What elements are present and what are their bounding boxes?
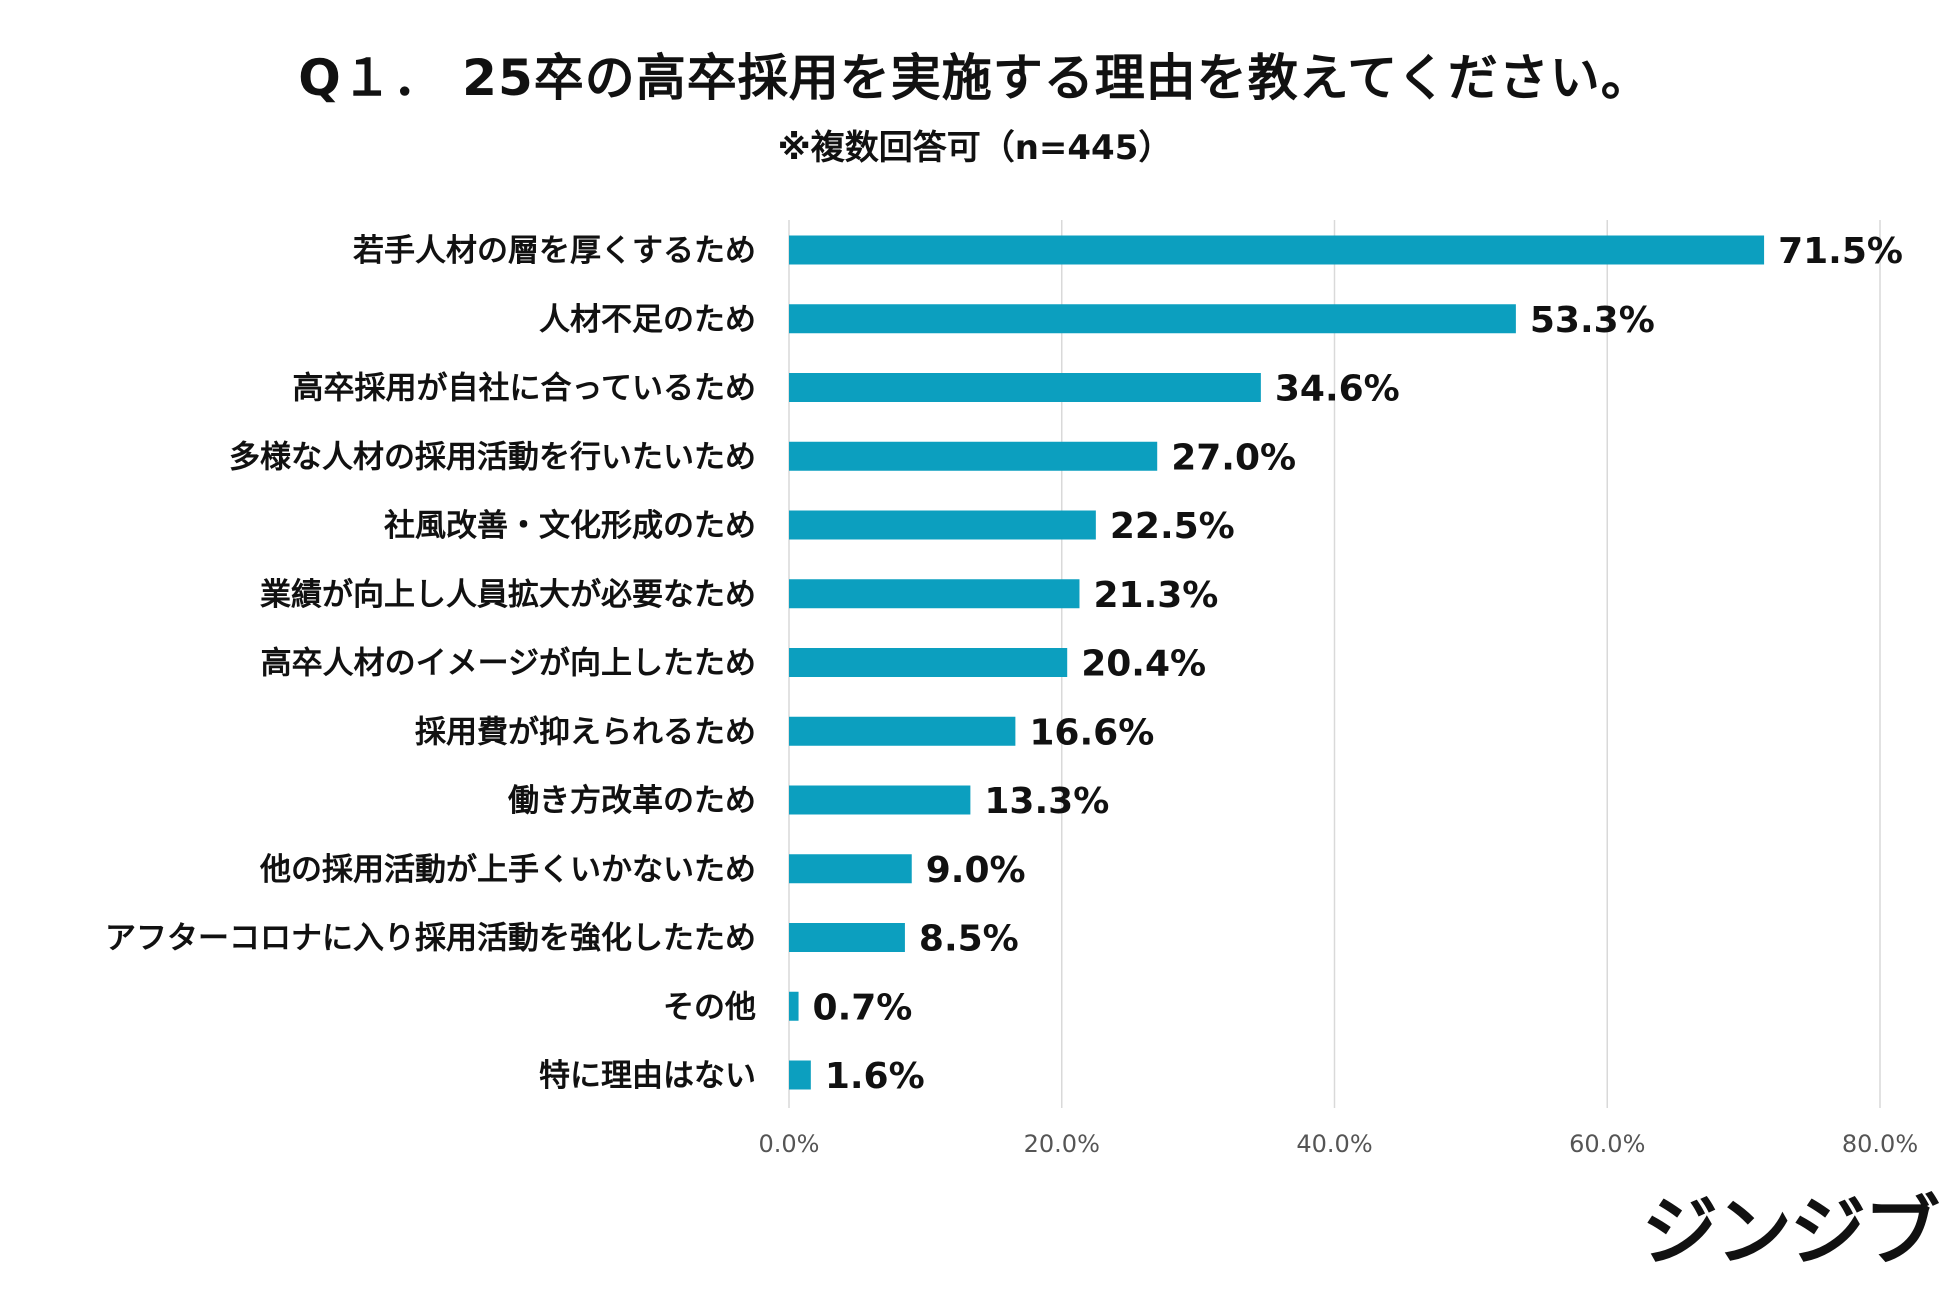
data-label: 8.5%: [919, 919, 1019, 960]
bar: [789, 373, 1261, 402]
bar: [789, 304, 1516, 334]
category-label: 高卒人材のイメージが向上したため: [261, 646, 756, 682]
category-label: 働き方改革のため: [508, 783, 756, 819]
data-label: 13.3%: [984, 781, 1109, 822]
data-label: 20.4%: [1081, 644, 1206, 685]
data-label: 53.3%: [1530, 300, 1655, 341]
x-tick-label: 20.0%: [1024, 1130, 1100, 1158]
category-label: 社風改善・文化形成のため: [384, 508, 756, 544]
x-tick-label: 0.0%: [759, 1130, 820, 1158]
chart-title: Q１． 25卒の高卒採用を実施する理由を教えてください。: [298, 49, 1652, 107]
bar: [789, 716, 1016, 746]
bar: [789, 923, 905, 952]
bar: [789, 991, 799, 1021]
bar: [789, 785, 971, 815]
chart-subtitle: ※複数回答可（n=445）: [777, 128, 1173, 168]
data-label: 16.6%: [1029, 712, 1154, 753]
category-label: 特に理由はない: [539, 1058, 756, 1094]
bar: [789, 1060, 811, 1090]
category-label: 多様な人材の採用活動を行いたいため: [229, 439, 756, 475]
value-labels: 71.5% 53.3% 34.6% 27.0% 22.5% 21.3% 20.4% 16.6%…: [813, 231, 1903, 1097]
x-axis-ticks: 0.0% 20.0% 40.0% 60.0% 80.0%: [759, 1130, 1919, 1158]
data-label: 34.6%: [1275, 369, 1400, 410]
bar: [789, 441, 1158, 471]
category-label: 高卒採用が自社に合っているため: [293, 371, 756, 407]
data-label: 21.3%: [1093, 575, 1218, 616]
x-tick-label: 60.0%: [1569, 1130, 1645, 1158]
brand-logo: ジンジブ: [1642, 1187, 1940, 1276]
bar: [789, 579, 1080, 609]
bar: [789, 648, 1068, 677]
data-label: 9.0%: [926, 850, 1026, 891]
data-label: 22.5%: [1110, 506, 1235, 547]
category-label: 業績が向上し人員拡大が必要なため: [260, 577, 756, 613]
category-labels: 若手人材の層を厚くするため人材不足のため高卒採用が自社に合っているため多様な人材…: [105, 233, 756, 1094]
category-label: 若手人材の層を厚くするため: [353, 233, 756, 269]
category-label: アフターコロナに入り採用活動を強化したため: [105, 921, 756, 957]
bar: [789, 510, 1096, 540]
bar: [789, 854, 912, 884]
category-label: その他: [663, 989, 756, 1025]
bars: [789, 235, 1765, 1090]
data-label: 0.7%: [813, 987, 913, 1028]
data-label: 1.6%: [825, 1056, 925, 1097]
category-label: 採用費が抑えられるため: [415, 714, 756, 750]
data-label: 27.0%: [1171, 437, 1296, 478]
category-label: 他の採用活動が上手くいかないため: [259, 852, 756, 888]
data-label: 71.5%: [1778, 231, 1903, 272]
x-tick-label: 80.0%: [1842, 1130, 1918, 1158]
x-tick-label: 40.0%: [1296, 1130, 1372, 1158]
bar: [789, 235, 1765, 265]
category-label: 人材不足のため: [539, 302, 756, 338]
